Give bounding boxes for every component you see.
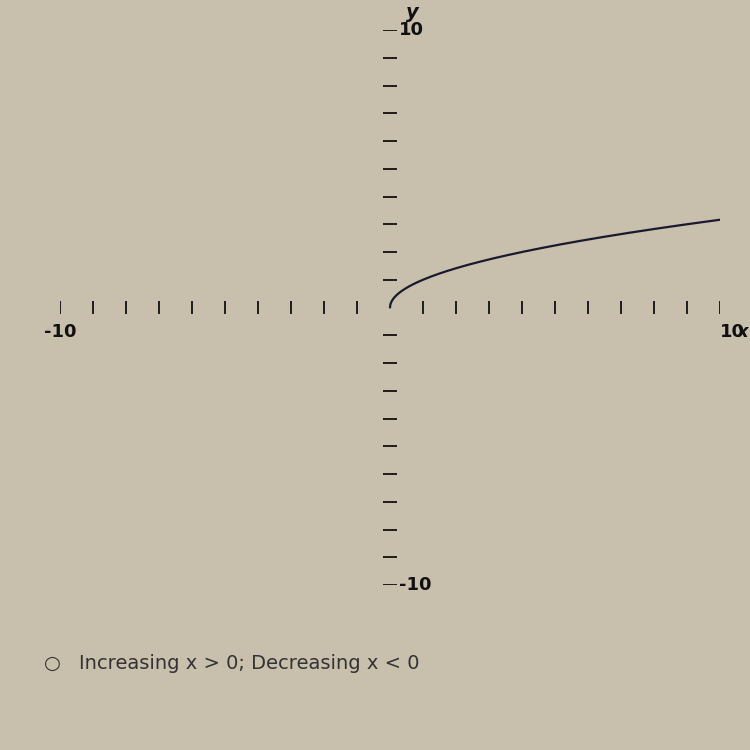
Text: -10: -10 [399, 576, 432, 594]
Text: x: x [736, 322, 748, 340]
Text: y: y [406, 3, 419, 22]
Text: ○: ○ [44, 654, 61, 674]
Text: 10: 10 [720, 322, 745, 340]
Text: -10: -10 [44, 322, 76, 340]
Text: Increasing x > 0; Decreasing x < 0: Increasing x > 0; Decreasing x < 0 [79, 654, 419, 674]
Text: 10: 10 [399, 21, 424, 39]
